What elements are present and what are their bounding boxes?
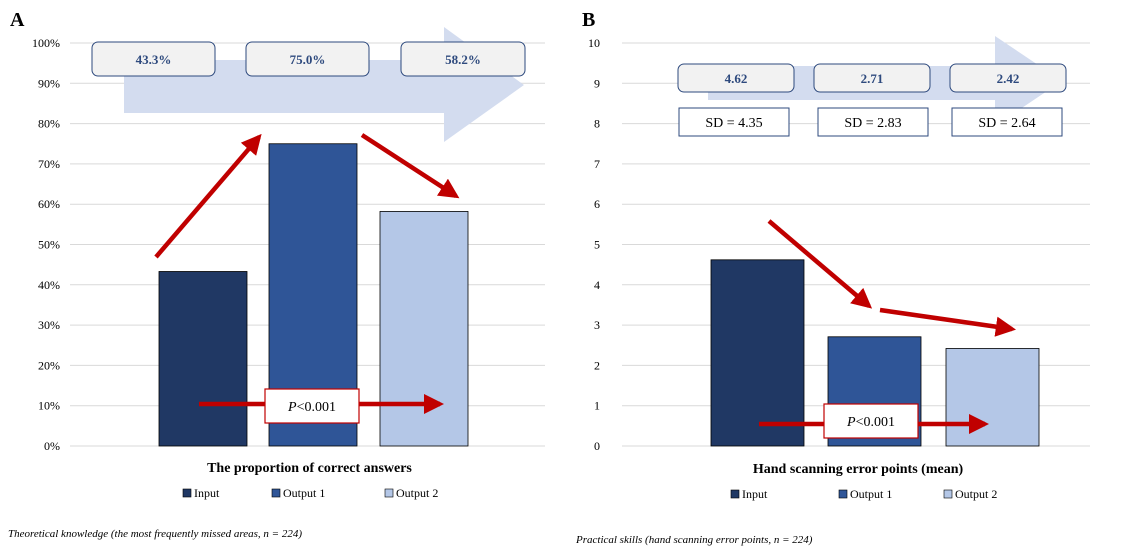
bar-output-2 (945, 348, 1040, 447)
bar-output-2 (379, 211, 469, 447)
sd-label: SD = 2.64 (978, 116, 1035, 131)
sd-box (951, 107, 1063, 137)
panel-caption: Practical skills (hand scanning error po… (575, 534, 813, 546)
trend-red-arrow (154, 133, 262, 259)
sd-label: SD = 2.83 (844, 116, 901, 131)
y-tick-label: 60% (38, 197, 60, 211)
y-tick-label: 80% (38, 117, 60, 131)
y-tick-label: 30% (38, 318, 60, 332)
p-value-prefix: P (846, 415, 856, 430)
p-value-box (264, 388, 360, 424)
trend-red-arrow (360, 133, 460, 199)
data-label: 4.62 (725, 71, 748, 86)
y-tick-label: 10 (588, 36, 600, 50)
x-axis-title: Hand scanning error points (mean) (753, 462, 964, 477)
y-tick-label: 3 (594, 318, 600, 332)
value-box (245, 41, 370, 77)
value-box (400, 41, 526, 77)
trend-arrow (124, 27, 524, 142)
legend-swatch (182, 488, 192, 498)
sd-box (678, 107, 790, 137)
legend-swatch (271, 488, 281, 498)
legend-label: Input (194, 486, 220, 500)
legend-swatch (730, 489, 740, 499)
legend-swatch (838, 489, 848, 499)
value-box (91, 41, 216, 77)
y-tick-label: 10% (38, 399, 60, 413)
y-tick-label: 100% (32, 36, 60, 50)
y-tick-label: 70% (38, 157, 60, 171)
sd-label: SD = 4.35 (705, 116, 762, 131)
p-value-text: <0.001 (856, 415, 895, 430)
y-tick-label: 1 (594, 399, 600, 413)
panel-caption: Theoretical knowledge (the most frequent… (8, 528, 302, 540)
value-box (677, 63, 795, 93)
legend-swatch (943, 489, 953, 499)
value-box (813, 63, 931, 93)
y-tick-label: 9 (594, 76, 600, 90)
legend-label: Output 1 (850, 487, 892, 501)
legend-swatch (384, 488, 394, 498)
y-tick-label: 4 (594, 278, 600, 292)
bar-input (158, 271, 248, 447)
y-tick-label: 0 (594, 439, 600, 453)
trend-red-arrow (767, 219, 873, 309)
legend-label: Output 2 (955, 487, 997, 501)
legend-label: Output 1 (283, 486, 325, 500)
legend-label: Output 2 (396, 486, 438, 500)
y-tick-label: 90% (38, 76, 60, 90)
p-value-label: P<0.001 (846, 415, 895, 430)
panel-letter: A (10, 9, 25, 31)
y-tick-label: 6 (594, 197, 600, 211)
y-tick-label: 8 (594, 117, 600, 131)
data-label: 2.42 (997, 71, 1020, 86)
p-value-label: P<0.001 (287, 400, 336, 415)
y-tick-label: 40% (38, 278, 60, 292)
data-label: 43.3% (136, 52, 172, 67)
panel-letter: B (582, 9, 595, 31)
data-label: 75.0% (290, 52, 326, 67)
p-value-text: <0.001 (297, 400, 336, 415)
data-label: 58.2% (445, 52, 481, 67)
data-label: 2.71 (861, 71, 884, 86)
y-tick-label: 50% (38, 238, 60, 252)
y-tick-label: 20% (38, 358, 60, 372)
value-box (949, 63, 1067, 93)
legend-label: Input (742, 487, 768, 501)
sd-box (817, 107, 929, 137)
y-tick-label: 0% (44, 439, 60, 453)
panel-a: A 0% 10% 20% 30% 40% 50% 60% 70% 80% 90% 100% 43.3% 7… (8, 9, 545, 540)
y-tick-label: 5 (594, 238, 600, 252)
bar-input (710, 259, 805, 447)
p-value-prefix: P (287, 400, 297, 415)
y-tick-label: 2 (594, 358, 600, 372)
trend-red-arrow (879, 307, 1017, 337)
x-axis-title: The proportion of correct answers (207, 461, 412, 476)
y-tick-label: 7 (594, 157, 600, 171)
p-value-box (823, 403, 919, 439)
panel-b: B 0 1 2 3 4 5 6 7 8 9 10 4.62 2.71 2.42 SD = 4.35 SD = 2… (575, 9, 1090, 546)
